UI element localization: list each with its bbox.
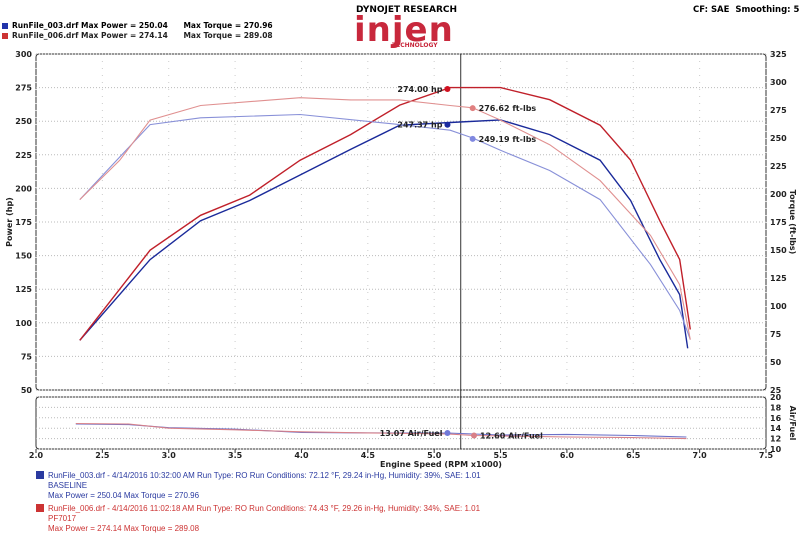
x-tick-label: 5.5 xyxy=(493,451,508,460)
y2-tick-label: 50 xyxy=(770,358,782,367)
y-tick-label: 175 xyxy=(15,218,32,227)
y2-tick-label: 25 xyxy=(770,386,782,395)
x-tick-label: 5.0 xyxy=(427,451,442,460)
y2-tick-label: 75 xyxy=(770,330,782,339)
y-tick-label: 200 xyxy=(15,184,32,193)
y-tick-label: 100 xyxy=(15,319,32,328)
x-tick-label: 2.5 xyxy=(95,451,110,460)
x-tick-label: 7.0 xyxy=(693,451,708,460)
annotation-label: 276.62 ft-lbs xyxy=(479,104,537,113)
y2-tick-label: 150 xyxy=(770,246,787,255)
x-tick-label: 6.5 xyxy=(626,451,641,460)
afr-tick-label: 12 xyxy=(770,435,781,444)
y-tick-label: 225 xyxy=(15,151,32,160)
annotation-label: 274.00 hp xyxy=(397,85,442,94)
annotation-marker xyxy=(444,430,451,437)
y2-tick-label: 325 xyxy=(770,50,787,59)
x-tick-label: 2.0 xyxy=(29,451,44,460)
y-tick-label: 75 xyxy=(21,352,33,361)
x-tick-label: 3.5 xyxy=(228,451,243,460)
afr-tick-label: 16 xyxy=(770,414,782,423)
settings-text: CF: SAE Smoothing: 5 xyxy=(693,5,800,15)
afr-plot-frame xyxy=(35,396,767,450)
logo-sub-text: TECHNOLOGY xyxy=(392,42,438,49)
y-tick-label: 50 xyxy=(21,386,33,395)
afr-tick-label: 20 xyxy=(770,393,782,402)
y-tick-label: 250 xyxy=(15,117,32,126)
header-run-2: RunFile_006.drf Max Power = 274.14 Max T… xyxy=(2,31,273,40)
series-torque-3 xyxy=(79,97,691,340)
x-tick-label: 6.0 xyxy=(560,451,575,460)
annotation-label: 12.60 Air/Fuel xyxy=(480,431,543,440)
y2-tick-label: 250 xyxy=(770,134,787,143)
y-tick-label: 300 xyxy=(15,50,32,59)
x-tick-label: 4.0 xyxy=(294,451,309,460)
annotation-marker xyxy=(469,135,476,142)
y2-tick-label: 175 xyxy=(770,218,787,227)
footer-run-2: RunFile_006.drf - 4/14/2016 11:02:18 AM … xyxy=(36,504,480,534)
annotation-marker xyxy=(444,121,451,128)
y-tick-label: 150 xyxy=(15,252,32,261)
logo-top-text: DYNOJET RESEARCH xyxy=(356,5,458,15)
y2-tick-label: 275 xyxy=(770,106,787,115)
y-tick-label: 275 xyxy=(15,84,32,93)
annotation-label: 13.07 Air/Fuel xyxy=(380,429,443,438)
annotation-marker xyxy=(469,105,476,112)
y2-tick-label: 225 xyxy=(770,162,787,171)
y2-axis-label: Torque (ft-lbs) xyxy=(788,190,797,255)
y2-tick-label: 125 xyxy=(770,274,787,283)
y2-tick-label: 100 xyxy=(770,302,787,311)
y2-tick-label: 200 xyxy=(770,190,787,199)
x-tick-label: 4.5 xyxy=(361,451,376,460)
x-tick-label: 7.5 xyxy=(759,451,774,460)
afr-tick-label: 10 xyxy=(770,445,782,454)
injen-logo: injen xyxy=(354,10,454,50)
annotation-label: 249.19 ft-lbs xyxy=(479,135,537,144)
annotation-marker xyxy=(444,85,451,92)
afr-axis-label: Air/Fuel xyxy=(788,406,797,441)
y-axis-label: Power (hp) xyxy=(5,197,14,247)
x-tick-label: 3.0 xyxy=(162,451,177,460)
footer-run-1: RunFile_003.drf - 4/14/2016 10:32:00 AM … xyxy=(36,471,481,501)
annotation-label: 247.37 hp xyxy=(397,121,442,130)
series-power-1 xyxy=(79,86,691,341)
afr-tick-label: 18 xyxy=(770,403,782,412)
series-afr-5 xyxy=(75,422,687,440)
series-torque-2 xyxy=(79,113,691,340)
y-tick-label: 125 xyxy=(15,285,32,294)
series-power-0 xyxy=(79,119,689,349)
header-run-1: RunFile_003.drf Max Power = 250.04 Max T… xyxy=(2,21,273,30)
afr-tick-label: 14 xyxy=(770,424,782,433)
y2-tick-label: 300 xyxy=(770,78,787,87)
x-axis-label: Engine Speed (RPM x1000) xyxy=(380,460,502,469)
annotation-marker xyxy=(471,432,477,439)
